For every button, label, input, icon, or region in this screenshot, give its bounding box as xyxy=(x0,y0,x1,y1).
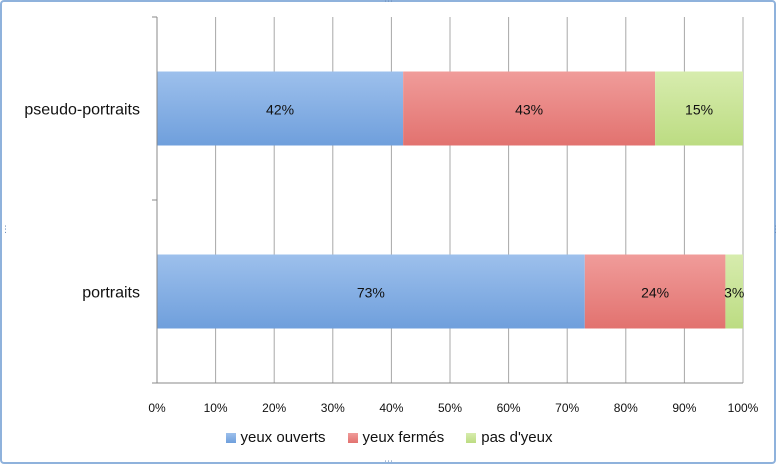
bar-segment[interactable] xyxy=(655,71,743,146)
legend: yeux ouverts yeux fermés pas d'yeux xyxy=(0,429,778,446)
data-label: 3% xyxy=(724,285,744,301)
data-label: 73% xyxy=(357,285,385,301)
legend-swatch xyxy=(347,432,358,443)
bar-segment[interactable] xyxy=(157,254,585,329)
x-tick-label: 100% xyxy=(728,401,759,415)
x-tick-label: 30% xyxy=(321,401,345,415)
x-tick-label: 40% xyxy=(379,401,403,415)
data-label: 42% xyxy=(266,102,294,118)
resize-handle-left-icon[interactable]: ⋮ xyxy=(1,225,10,235)
legend-item: yeux ouverts xyxy=(225,429,326,446)
x-tick-label: 0% xyxy=(148,401,166,415)
x-tick-label: 10% xyxy=(204,401,228,415)
resize-handle-right-icon[interactable]: ⋮ xyxy=(771,225,778,235)
bar-segment[interactable] xyxy=(584,254,726,329)
legend-item: pas d'yeux xyxy=(466,429,553,446)
legend-swatch xyxy=(225,432,236,443)
x-tick-label: 20% xyxy=(262,401,286,415)
legend-label: yeux fermés xyxy=(362,429,445,446)
data-label: 24% xyxy=(641,285,669,301)
x-tick-label: 60% xyxy=(497,401,521,415)
bars: 42% 43% 15% 73% 24% 3% xyxy=(157,71,744,329)
legend-swatch xyxy=(466,432,477,443)
x-tick-label: 50% xyxy=(438,401,462,415)
data-label: 43% xyxy=(515,102,543,118)
data-label: 15% xyxy=(685,102,713,118)
bar-segment[interactable] xyxy=(725,254,743,329)
resize-handle-top-icon[interactable]: ⋯ xyxy=(384,0,393,7)
legend-label: pas d'yeux xyxy=(481,429,553,446)
category-label: portraits xyxy=(82,285,140,302)
bar-segment[interactable] xyxy=(157,71,404,146)
legend-label: yeux ouverts xyxy=(240,429,326,446)
axes: 0% 10% 20% 30% 40% 50% 60% 70% 80% 90% 100% pseudo-… xyxy=(24,16,759,415)
bar-segment[interactable] xyxy=(403,71,656,146)
category-label: pseudo-portraits xyxy=(24,102,140,119)
resize-handle-bottom-icon[interactable]: ⋯ xyxy=(384,457,393,467)
x-tick-label: 70% xyxy=(555,401,579,415)
legend-item: yeux fermés xyxy=(347,429,445,446)
x-tick-label: 80% xyxy=(614,401,638,415)
x-tick-label: 90% xyxy=(672,401,696,415)
